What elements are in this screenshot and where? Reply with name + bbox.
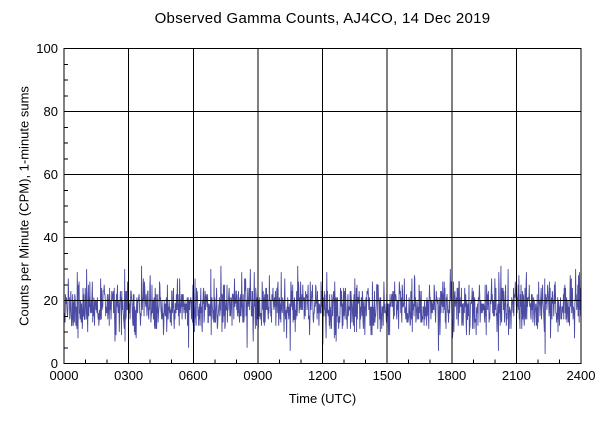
x-tick-label: 1500 [372,368,402,383]
x-tick-label: 0000 [49,368,79,383]
x-tick-label: 0300 [114,368,144,383]
x-tick-label: 1800 [437,368,467,383]
x-tick-label: 1200 [308,368,337,383]
y-tick-label: 20 [43,292,58,308]
x-axis-title: Time (UTC) [288,391,357,406]
y-tick-label: 60 [43,166,58,182]
x-tick-label: 0900 [243,368,273,383]
y-tick-label: 40 [43,229,58,245]
x-tick-label: 2400 [566,368,596,383]
chart-title: Observed Gamma Counts, AJ4CO, 14 Dec 201… [154,10,491,27]
plot-frame [63,48,582,364]
x-tick-label: 0600 [178,368,208,383]
y-tick-label: 100 [36,40,58,56]
y-tick-label: 0 [50,355,58,371]
x-tick-label: 2100 [501,368,531,383]
y-axis-title: Counts per Minute (CPM), 1-minute sums [16,86,32,326]
y-tick-label: 80 [43,103,58,119]
